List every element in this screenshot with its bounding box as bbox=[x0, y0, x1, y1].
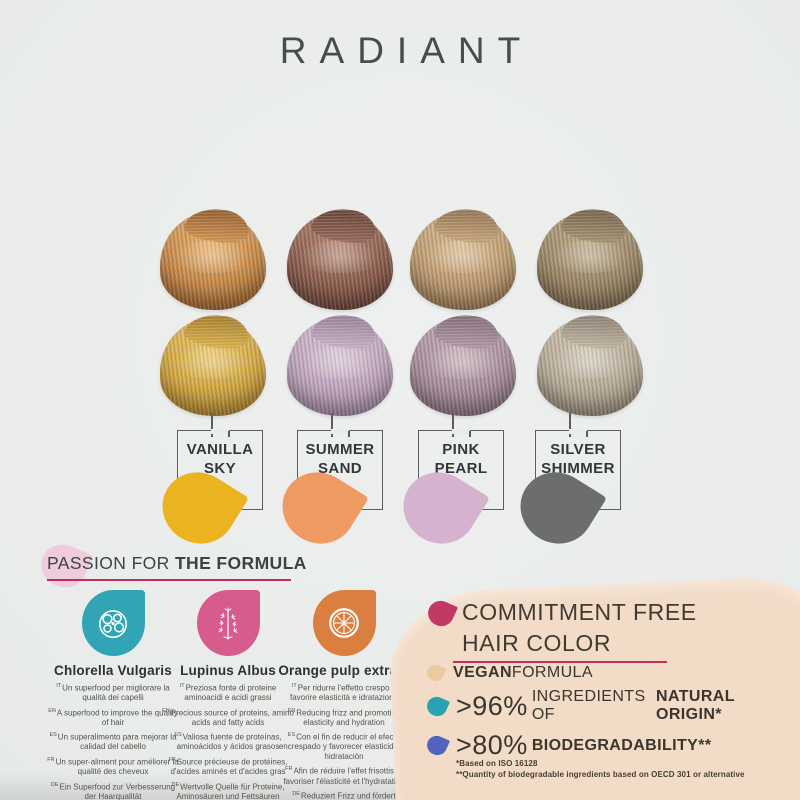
shade-label-vanilla-sky: VANILLA SKY bbox=[149, 413, 263, 558]
ingredient-desc: ESValiosa fuente de proteínas, aminoácid… bbox=[174, 732, 282, 752]
passion-underline bbox=[47, 579, 291, 582]
lupine-flower-icon bbox=[196, 590, 260, 656]
hair-swatch bbox=[410, 318, 516, 416]
ingredient-title: Lupinus Albus bbox=[180, 663, 276, 678]
shade-label-box: SUMMER SAND bbox=[297, 429, 383, 510]
hair-swatch bbox=[287, 212, 393, 310]
ingredient-desc: ENA superfood to improve the quality of … bbox=[48, 707, 178, 727]
ingredient-desc: DEReduziert Frizz und fördert Elastizitä… bbox=[292, 791, 396, 800]
shade-name: SUMMER SAND bbox=[305, 441, 375, 477]
commitment-panel-background bbox=[386, 574, 800, 800]
hair-swatch bbox=[160, 212, 266, 310]
shade-label-silver-shimmer: SILVER SHIMMER bbox=[507, 413, 621, 558]
page-title: RADIANT bbox=[279, 30, 534, 71]
ingredient-desc: ITPreziosa fonte di proteine aminoacidi … bbox=[179, 683, 277, 703]
ingredient-desc: ESCon el fin de reducir el efecto encres… bbox=[278, 732, 410, 761]
connector-line bbox=[452, 413, 454, 437]
ingredient-orange-pulp: Orange pulp extract ITPer ridurre l'effe… bbox=[278, 590, 410, 800]
passion-heading: PASSION FOR THE FORMULA bbox=[34, 537, 307, 595]
ingredient-desc: FRSource précieuse de protéines, d'acide… bbox=[168, 756, 288, 777]
connector-line bbox=[569, 413, 571, 437]
hair-swatch bbox=[410, 212, 516, 310]
ingredient-desc: FRAfin de réduire l'effet frisottis et f… bbox=[283, 766, 405, 786]
ingredient-desc: ITPer ridurre l'effetto crespo e favorir… bbox=[289, 683, 399, 703]
ingredient-desc: ENReducing frizz and promoting elasticit… bbox=[287, 707, 401, 727]
shade-name: SILVER SHIMMER bbox=[541, 441, 615, 477]
ingredient-desc: DEEin Superfood zur Verbesserung der Haa… bbox=[50, 781, 176, 800]
connector-line bbox=[331, 413, 333, 437]
shade-name: VANILLA SKY bbox=[186, 441, 254, 477]
ingredient-desc: ESUn superalimento para mejorar la calid… bbox=[49, 732, 177, 752]
ingredient-desc: ENPrecious source of proteins, amino aci… bbox=[162, 707, 294, 727]
ingredient-title: Chlorella Vulgaris bbox=[54, 663, 172, 678]
hair-swatch bbox=[287, 318, 393, 416]
connector-line bbox=[211, 413, 213, 437]
shade-label-summer-sand: SUMMER SAND bbox=[269, 413, 383, 558]
passion-title: PASSION FOR THE FORMULA bbox=[47, 553, 307, 573]
shade-label-pink-pearl: PINK PEARL bbox=[390, 413, 504, 558]
ingredient-title: Orange pulp extract bbox=[278, 663, 410, 678]
ingredient-lupinus: Lupinus Albus ITPreziosa fonte di protei… bbox=[162, 590, 294, 800]
ingredient-desc: DEWertvolle Quelle für Proteine, Aminosä… bbox=[171, 781, 285, 800]
chlorella-cell-icon bbox=[81, 590, 145, 656]
hair-swatch bbox=[160, 318, 266, 416]
ingredient-desc: ITUn superfood per migliorare la qualità… bbox=[56, 683, 170, 703]
hair-swatch bbox=[537, 212, 643, 310]
hair-swatch bbox=[537, 318, 643, 416]
ingredient-desc: FRUn super-aliment pour améliorer la qua… bbox=[47, 756, 179, 777]
ingredient-chlorella: Chlorella Vulgaris ITUn superfood per mi… bbox=[47, 590, 179, 800]
orange-slice-icon bbox=[312, 590, 376, 656]
